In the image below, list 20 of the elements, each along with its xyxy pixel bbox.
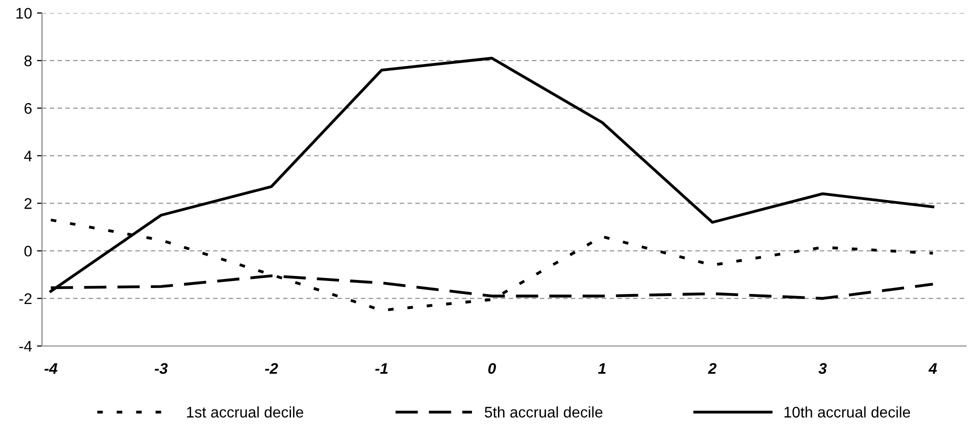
y-tick-label: 8 [24, 55, 32, 66]
x-tick-label: -2 [264, 363, 278, 374]
legend-label: 1st accrual decile [187, 406, 304, 418]
x-tick-label: -3 [154, 363, 168, 374]
x-tick-label: 0 [488, 363, 496, 374]
x-tick-label: -1 [375, 363, 388, 374]
y-tick-label: 0 [24, 246, 32, 257]
y-tick-label: 10 [16, 8, 32, 19]
x-tick-label: 1 [598, 363, 606, 374]
y-tick-label: 2 [24, 198, 32, 209]
x-tick-label: -4 [44, 363, 58, 374]
x-tick-label: 3 [818, 363, 827, 374]
y-tick-label: -2 [19, 293, 32, 304]
y-tick-label: -4 [19, 341, 32, 352]
y-tick-label: 4 [24, 150, 32, 162]
y-tick-label: 6 [24, 103, 32, 114]
x-tick-label: 4 [928, 363, 937, 374]
x-tick-label: 2 [708, 363, 716, 374]
legend-label: 5th accrual decile [484, 406, 602, 418]
legend-label: 10th accrual decile [784, 406, 910, 418]
